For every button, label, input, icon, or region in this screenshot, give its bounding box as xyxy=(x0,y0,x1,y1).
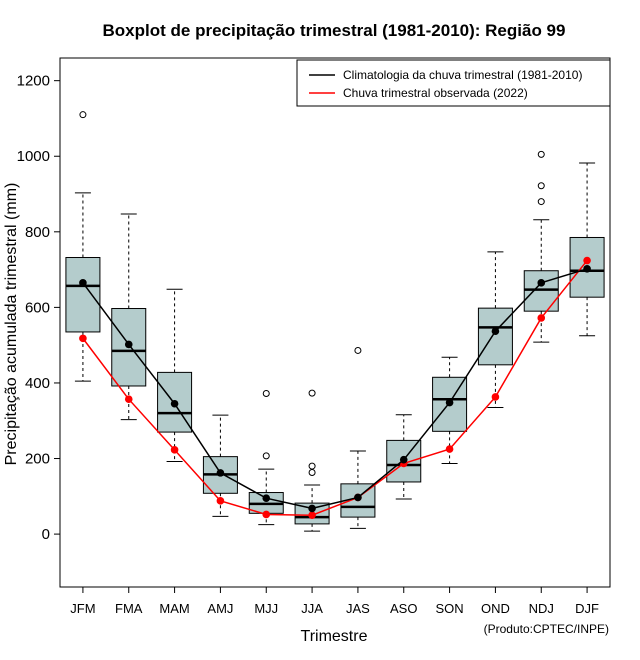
series-point xyxy=(354,493,362,502)
x-axis-label: Trimestre xyxy=(301,628,368,645)
legend-label: Chuva trimestral observada (2022) xyxy=(343,86,528,100)
x-tick-label: OND xyxy=(481,601,510,616)
series-observed xyxy=(79,256,591,520)
y-tick-label: 1200 xyxy=(17,73,50,90)
y-tick-label: 1000 xyxy=(17,148,50,165)
series-point xyxy=(537,314,546,322)
series-point xyxy=(308,504,316,513)
series-point xyxy=(262,494,271,503)
box-ndj xyxy=(523,150,559,343)
box-body xyxy=(523,270,559,312)
series-point xyxy=(491,327,500,335)
x-axis: JFM FMA MAM AMJ MJJ JJA JAS ASO SON OND NDJ DJF xyxy=(70,587,599,616)
outlier-point xyxy=(537,150,545,158)
series-point xyxy=(124,395,133,404)
series-point xyxy=(583,256,591,265)
series-point xyxy=(308,511,316,520)
outlier-point xyxy=(262,452,270,460)
plot-border xyxy=(59,57,611,588)
x-tick-label: SON xyxy=(435,601,463,616)
box-body xyxy=(477,307,513,366)
y-axis: 0 200 400 600 800 1000 1200 xyxy=(17,73,60,543)
series-point xyxy=(216,469,225,477)
y-axis-label: Precipitação acumulada trimestral (mm) xyxy=(3,183,20,466)
series-point xyxy=(445,398,454,407)
x-tick-label: FMA xyxy=(115,601,143,616)
plot-area xyxy=(59,57,611,588)
outlier-point xyxy=(308,469,316,477)
legend: Climatologia da chuva trimestral (1981-2… xyxy=(296,59,611,107)
outlier-point xyxy=(354,346,362,354)
legend-label: Climatologia da chuva trimestral (1981-2… xyxy=(343,68,582,82)
outlier-point xyxy=(308,389,316,397)
x-tick-label: AMJ xyxy=(207,601,233,616)
x-tick-label: NDJ xyxy=(529,601,554,616)
series-point xyxy=(262,510,271,519)
series-point xyxy=(79,279,87,287)
y-tick-label: 800 xyxy=(25,224,50,241)
x-tick-label: MAM xyxy=(159,601,189,616)
box-mjj xyxy=(248,390,284,526)
x-tick-label: ASO xyxy=(390,601,417,616)
outlier-point xyxy=(308,462,316,470)
series-line xyxy=(82,260,588,516)
x-tick-label: MJJ xyxy=(254,601,278,616)
boxes xyxy=(65,111,605,532)
x-tick-label: JFM xyxy=(70,601,95,616)
y-tick-label: 600 xyxy=(25,299,50,316)
series-point xyxy=(170,446,179,454)
credit-text: (Produto:CPTEC/INPE) xyxy=(484,622,609,636)
box-djf xyxy=(569,162,605,337)
box-jfm xyxy=(65,111,101,382)
box-body xyxy=(65,257,101,333)
series-point xyxy=(216,497,225,505)
x-tick-label: JJA xyxy=(301,601,323,616)
series-point xyxy=(491,393,500,401)
y-tick-label: 400 xyxy=(25,375,50,392)
outlier-point xyxy=(537,198,545,206)
series-line xyxy=(82,268,588,510)
chart-title: Boxplot de precipitação trimestral (1981… xyxy=(103,21,566,40)
series-point xyxy=(124,340,133,349)
outlier-point xyxy=(262,390,270,398)
series-lines xyxy=(79,256,591,520)
series-point xyxy=(583,265,591,273)
box-fma xyxy=(111,213,147,421)
series-point xyxy=(537,279,546,287)
outlier-point xyxy=(79,111,87,119)
series-point xyxy=(79,334,87,343)
series-climatology xyxy=(79,265,591,513)
x-tick-label: JAS xyxy=(346,601,370,616)
x-tick-label: DJF xyxy=(575,601,599,616)
legend-box xyxy=(296,59,611,107)
outlier-point xyxy=(537,182,545,190)
y-tick-label: 0 xyxy=(42,526,50,543)
series-point xyxy=(170,399,179,408)
series-point xyxy=(399,455,408,464)
series-point xyxy=(445,445,454,453)
y-tick-label: 200 xyxy=(25,451,50,468)
